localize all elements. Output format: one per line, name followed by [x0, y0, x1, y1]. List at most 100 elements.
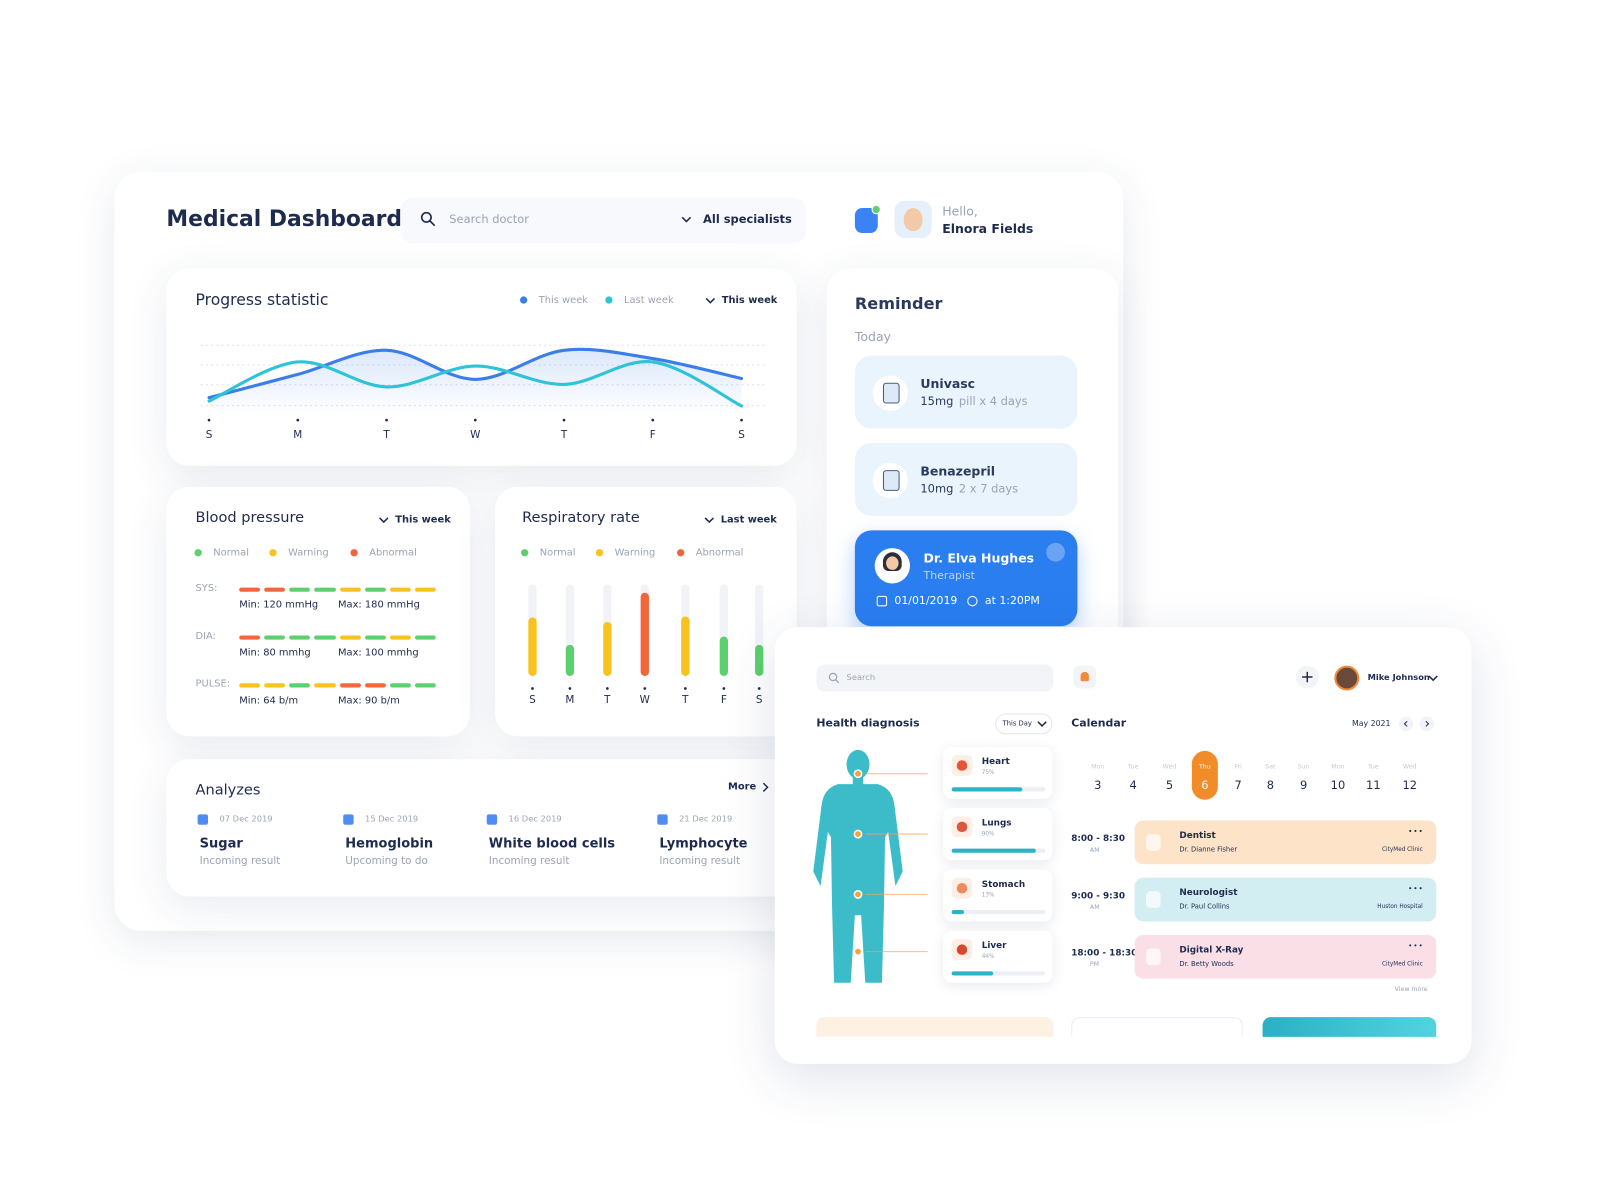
respiratory-chart: [528, 584, 764, 690]
x-tick-label: S: [755, 694, 763, 707]
legend-dot: [194, 549, 202, 557]
legend-dot: [677, 549, 685, 557]
month-nav[interactable]: [1398, 716, 1414, 732]
weekday[interactable]: Wed: [1162, 763, 1177, 771]
axis-dot: [606, 687, 609, 690]
weekday[interactable]: Fri: [1234, 763, 1242, 771]
medication-dose: 15mg: [920, 394, 954, 409]
weekday[interactable]: Mon: [1091, 763, 1105, 771]
pill-bottle: [882, 470, 900, 491]
date[interactable]: 9: [1300, 778, 1308, 792]
appointment-title: Dentist: [1179, 830, 1216, 842]
progress-chart: [200, 344, 768, 422]
date[interactable]: 11: [1366, 778, 1381, 792]
x-tick-label: W: [639, 694, 650, 707]
notification-button[interactable]: [854, 208, 878, 233]
doctor-name: Dr. Elva Hughes: [923, 551, 1035, 566]
organ-glyph: [956, 882, 968, 894]
weekday[interactable]: Mon: [1331, 763, 1345, 771]
clock-icon: [967, 595, 978, 607]
bp-segment: [264, 587, 286, 592]
respiratory-title: Respiratory rate: [522, 509, 640, 527]
x-tick-label: F: [649, 429, 656, 441]
chevron: [379, 517, 389, 524]
menu-dot: [1408, 829, 1412, 833]
weekday[interactable]: Thu: [1198, 763, 1211, 771]
date[interactable]: 7: [1234, 778, 1242, 792]
appointment-doctor: Dr. Betty Woods: [1179, 959, 1234, 968]
neck: [852, 775, 864, 787]
search-icon: [420, 211, 436, 227]
respiratory-period[interactable]: Last week: [720, 514, 777, 526]
date[interactable]: 3: [1094, 778, 1102, 792]
appointment-place: CityMed Clinic: [1382, 961, 1423, 968]
weekday[interactable]: Tue: [1367, 763, 1379, 771]
axis-dot: [385, 418, 388, 422]
bottom-widget: [816, 1017, 1054, 1037]
appointment-card[interactable]: [1134, 877, 1437, 922]
weekday[interactable]: Sat: [1265, 763, 1276, 771]
medication-schedule: pill x 4 days: [958, 394, 1028, 409]
more-link[interactable]: More: [728, 781, 757, 793]
bell: [1080, 671, 1089, 682]
date[interactable]: 8: [1266, 778, 1274, 792]
appointment-icon: [1146, 891, 1161, 908]
search-bar[interactable]: [400, 197, 806, 244]
medication-dose: 10mg: [920, 482, 954, 496]
bp-period[interactable]: This week: [395, 514, 451, 526]
doctor-face: [886, 556, 899, 570]
chevron: [1037, 721, 1047, 728]
next-button[interactable]: [1046, 542, 1065, 562]
analysis-date: 07 Dec 2019: [219, 814, 273, 824]
organ-glyph: [956, 944, 968, 955]
date[interactable]: 6: [1201, 778, 1209, 792]
menu-dot: [1419, 829, 1422, 833]
analysis-name: Sugar: [199, 834, 243, 851]
menu-dot: [1414, 829, 1417, 833]
bp-segment: [314, 683, 336, 688]
legend-dot: [521, 549, 529, 557]
legend-label: Warning: [614, 547, 656, 559]
reminder-day: Today: [854, 329, 891, 345]
bottom-widget: [1071, 1017, 1243, 1037]
x-tick-label: T: [682, 694, 689, 707]
axis-dot: [722, 687, 726, 690]
organ-percent: 75%: [981, 769, 995, 777]
date[interactable]: 4: [1129, 778, 1137, 792]
date[interactable]: 12: [1402, 778, 1417, 792]
bp-segment: [314, 587, 336, 592]
chevron: [1428, 675, 1438, 682]
appointment-time: at 1:20PM: [984, 594, 1040, 608]
weekday[interactable]: Tue: [1127, 763, 1139, 771]
organ-glyph: [956, 821, 968, 832]
view-more[interactable]: View more: [1394, 985, 1428, 994]
analyzes-card: [166, 759, 797, 897]
bp-segment: [239, 587, 261, 592]
organ-name: Heart: [981, 756, 1010, 768]
month-nav[interactable]: [1419, 716, 1435, 732]
calendar-title: Calendar: [1071, 717, 1127, 730]
specialist-filter[interactable]: All specialists: [703, 212, 792, 227]
appointment-icon: [1146, 948, 1161, 966]
weekday[interactable]: Sun: [1297, 763, 1310, 771]
progress-period[interactable]: This week: [721, 294, 778, 307]
bar: [719, 636, 728, 676]
date[interactable]: 5: [1165, 778, 1174, 792]
chevron: [681, 216, 692, 223]
period-select[interactable]: [995, 713, 1053, 735]
organ-track: [951, 971, 1046, 976]
chevron-icon: [1037, 721, 1047, 728]
blood-pressure-card: [166, 486, 471, 737]
appointment-card[interactable]: [1134, 934, 1437, 979]
analysis-status: Incoming result: [488, 855, 570, 868]
search-placeholder: Search: [846, 672, 876, 683]
weekday[interactable]: Wed: [1402, 763, 1417, 771]
search-bar[interactable]: [816, 664, 1054, 692]
appointment-card[interactable]: [1134, 820, 1437, 865]
date[interactable]: 10: [1330, 778, 1346, 792]
selected-day[interactable]: [1191, 750, 1218, 800]
axis-dot: [562, 418, 566, 422]
doctor-role: Therapist: [923, 569, 975, 583]
legend-label: This week: [538, 294, 589, 307]
